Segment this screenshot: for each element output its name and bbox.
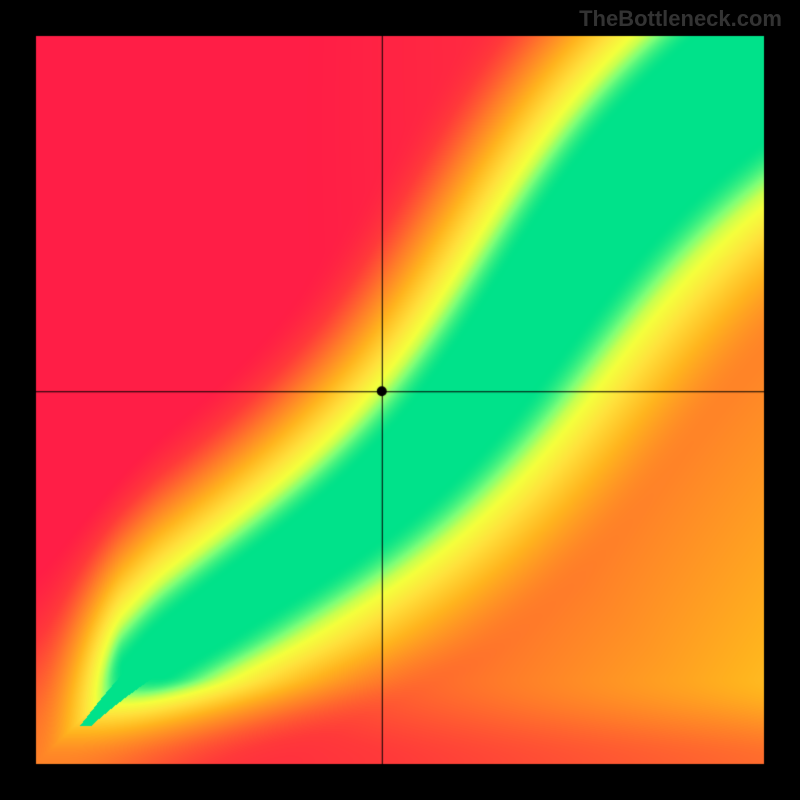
figure-container: TheBottleneck.com [0, 0, 800, 800]
bottleneck-heatmap [0, 0, 800, 800]
attribution-label: TheBottleneck.com [579, 6, 782, 32]
